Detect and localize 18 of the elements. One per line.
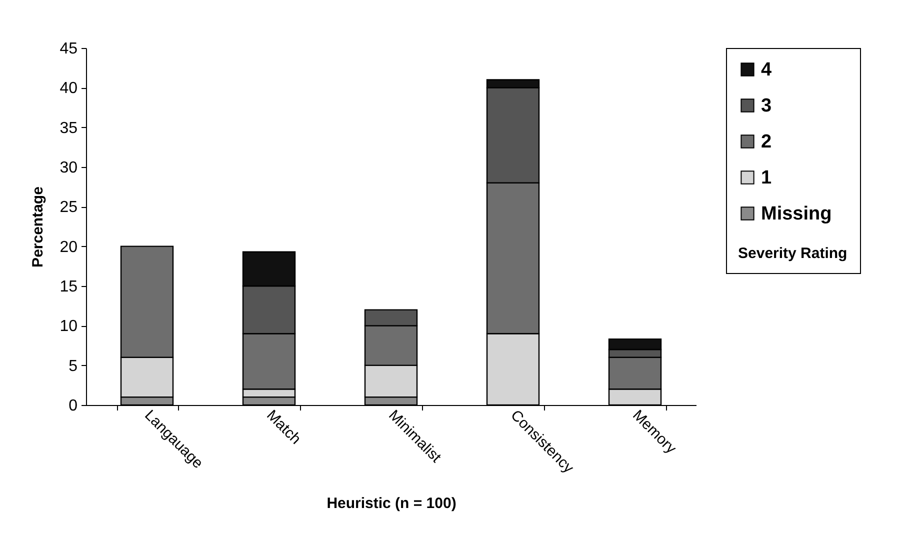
- y-axis-title: Percentage: [30, 186, 47, 268]
- y-tick-label: 30: [60, 160, 78, 176]
- y-tick-label: 5: [68, 358, 78, 375]
- legend-title: Severity Rating: [738, 245, 848, 262]
- legend-label: 3: [761, 96, 772, 116]
- legend-label: 1: [761, 168, 772, 188]
- x-axis-title: Heuristic (n = 100): [326, 494, 456, 512]
- y-tick-label: 40: [60, 80, 78, 98]
- legend-label: Missing: [761, 204, 832, 224]
- y-tick-label: 10: [60, 318, 78, 336]
- y-tick-label: 20: [60, 238, 78, 256]
- legend-label: 4: [761, 60, 772, 80]
- y-tick-label: 35: [60, 120, 78, 137]
- y-tick-label: 25: [60, 199, 78, 216]
- y-tick-label: 15: [60, 278, 78, 296]
- y-tick-label: 45: [60, 40, 78, 58]
- legend-label: 2: [761, 132, 772, 152]
- y-tick-label: 0: [68, 398, 78, 414]
